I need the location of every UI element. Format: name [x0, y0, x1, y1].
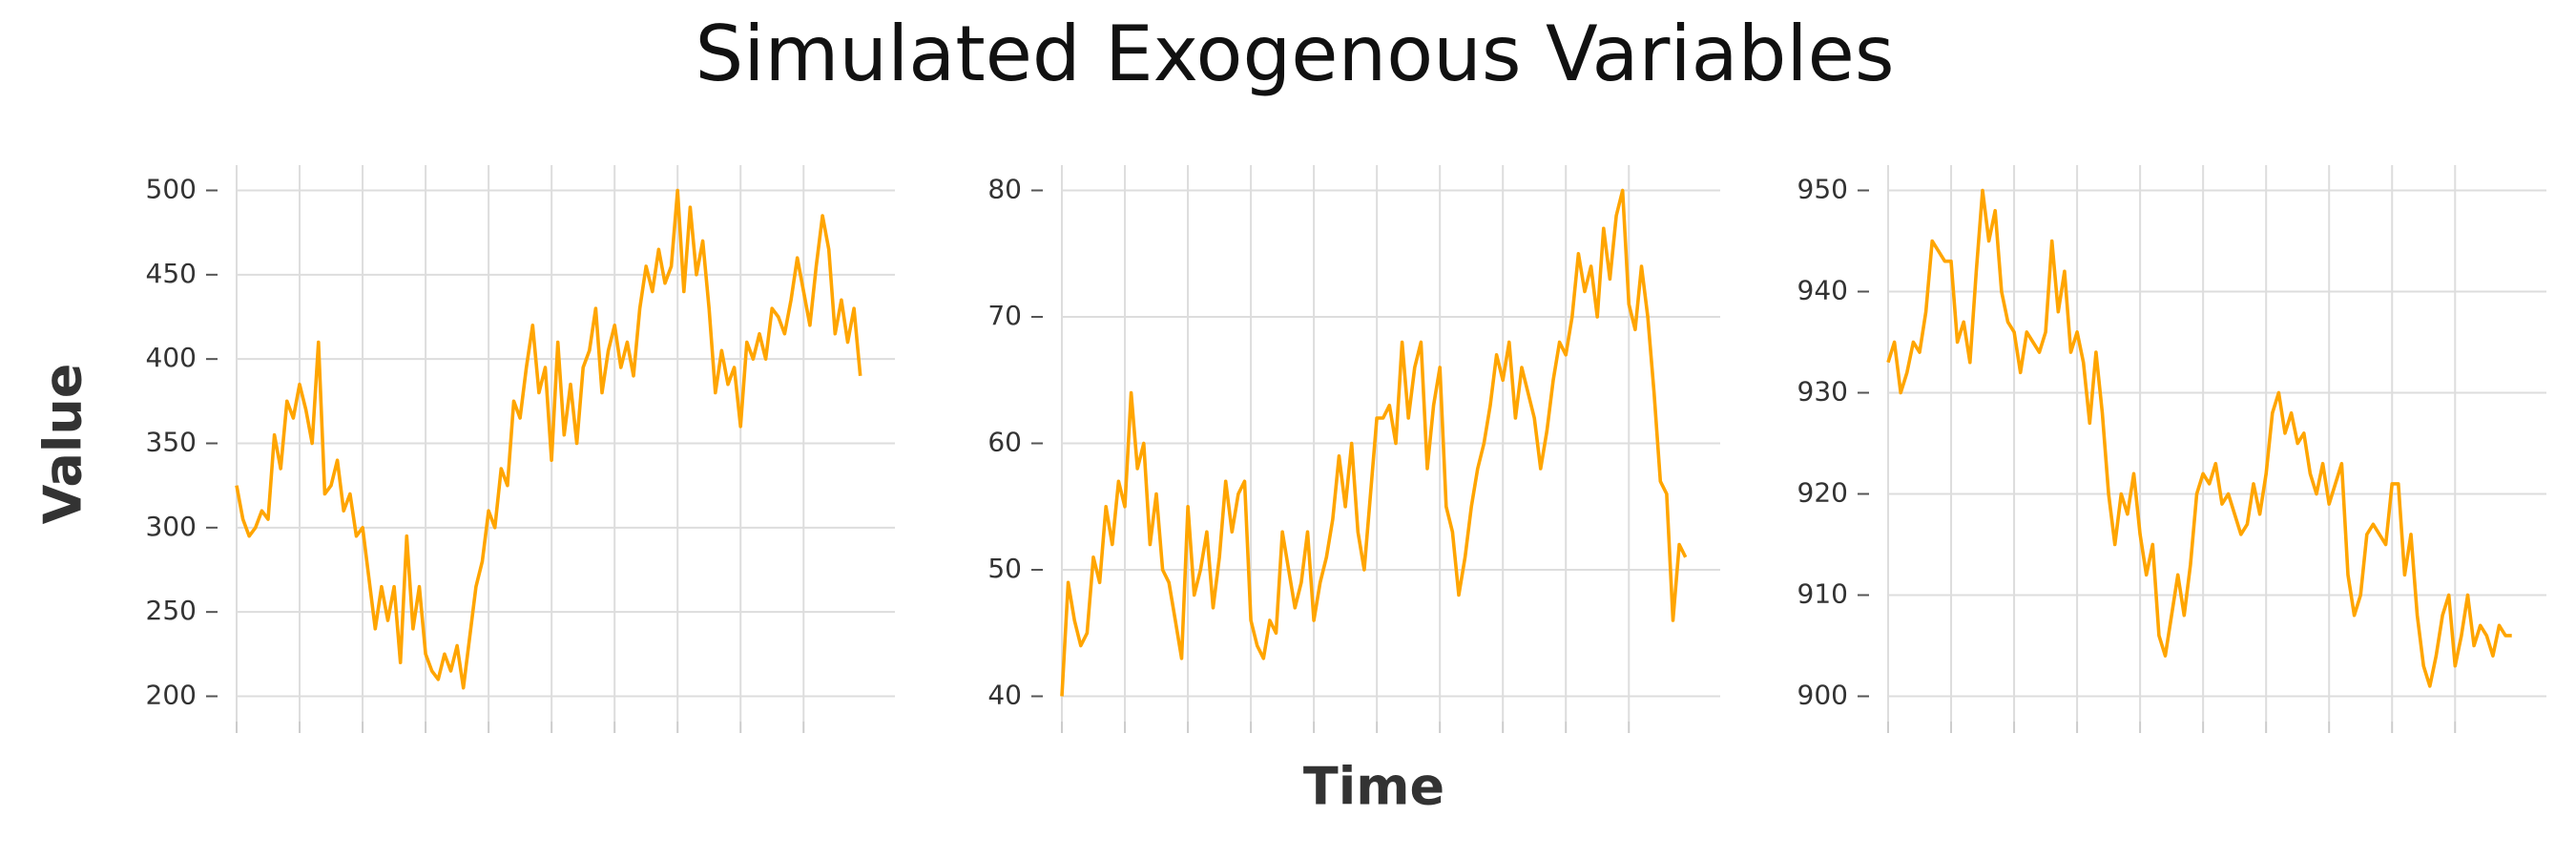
y-tick-label: 300	[146, 511, 197, 542]
y-tick-label: 950	[1797, 174, 1848, 205]
data-line	[1886, 188, 2512, 688]
y-tick-label: 450	[146, 258, 197, 289]
y-tick-label: 40	[987, 680, 1022, 711]
y-tick-label: 910	[1797, 578, 1848, 610]
y-tick-label: 70	[987, 300, 1022, 331]
x-axis-label: Time	[1303, 757, 1444, 817]
y-tick-label: 50	[987, 553, 1022, 584]
figure-title: Simulated Exogenous Variables	[695, 10, 1894, 98]
subplot: 40 50 60 70 80	[987, 165, 1720, 733]
y-tick-label: 200	[146, 680, 197, 711]
y-tick-label: 930	[1797, 376, 1848, 408]
y-tick-label: 350	[146, 427, 197, 458]
data-line	[235, 188, 862, 690]
data-line	[1060, 188, 1688, 697]
y-tick-label: 80	[987, 174, 1022, 205]
y-axis-label: Value	[33, 364, 93, 525]
y-tick-label: 500	[146, 174, 197, 205]
subplot: 200 250 300 350 400 450 500	[146, 165, 895, 733]
y-tick-label: 400	[146, 342, 197, 373]
y-tick-label: 920	[1797, 477, 1848, 509]
y-tick-label: 250	[146, 595, 197, 626]
subplot: 900 910 920 930 940 950	[1797, 165, 2546, 733]
y-tick-label: 900	[1797, 680, 1848, 711]
y-tick-label: 60	[987, 427, 1022, 458]
y-tick-label: 940	[1797, 275, 1848, 306]
